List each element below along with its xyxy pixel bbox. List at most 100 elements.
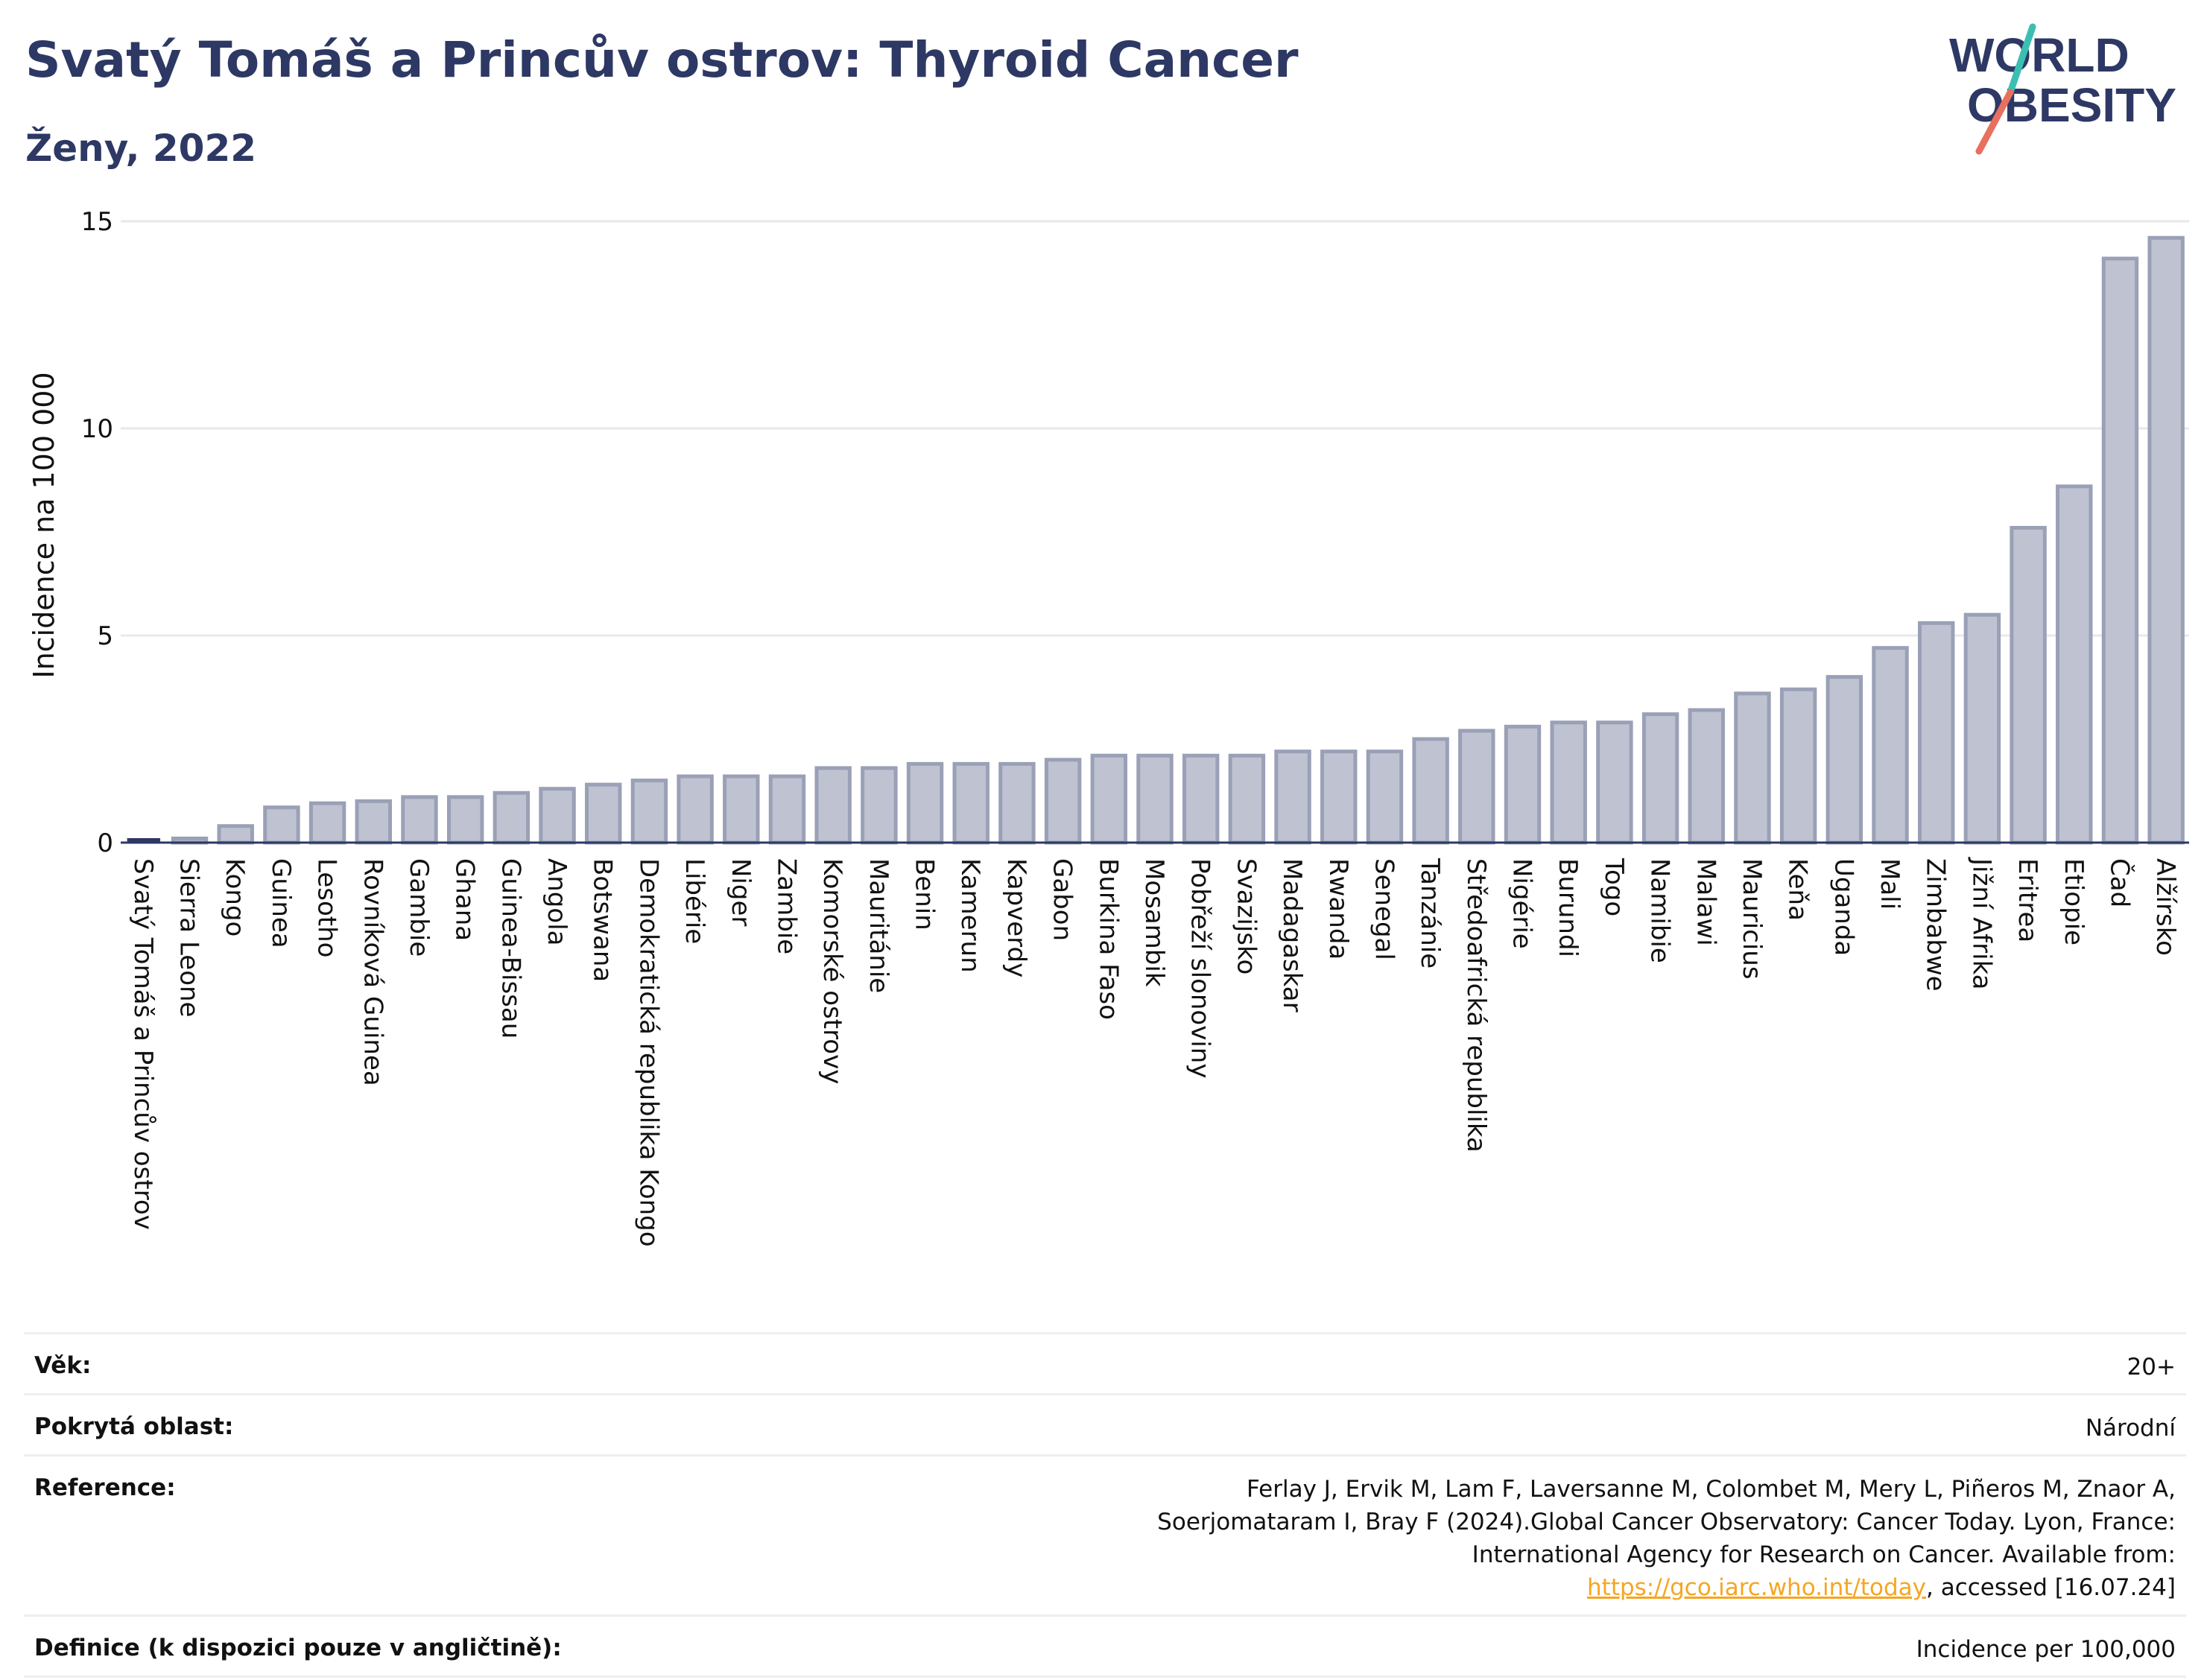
bar bbox=[1136, 753, 1174, 845]
bar bbox=[1641, 712, 1679, 845]
bar bbox=[2147, 235, 2185, 845]
x-tick-label: Nigérie bbox=[1507, 858, 1537, 949]
gridlines bbox=[121, 220, 2189, 637]
reference-value: Ferlay J, Ervik M, Lam F, Laversanne M, … bbox=[571, 1454, 2186, 1616]
info-table: Věk: 20+ Pokrytá oblast: Národní Referen… bbox=[24, 1332, 2186, 1678]
x-tick-label: Zambie bbox=[771, 858, 801, 954]
x-tick-label: Mauritánie bbox=[864, 858, 893, 993]
bar bbox=[768, 774, 806, 845]
x-tick-label: Mauricius bbox=[1737, 858, 1767, 980]
bar bbox=[127, 838, 161, 843]
bar bbox=[446, 795, 484, 845]
reference-link[interactable]: https://gco.iarc.who.int/today bbox=[1587, 1574, 1926, 1601]
x-tick-label: Pobřeží slonoviny bbox=[1185, 858, 1215, 1078]
y-tick-label: 10 bbox=[81, 414, 113, 444]
bar bbox=[677, 774, 714, 845]
world-obesity-logo: WORLD OBESITY bbox=[1949, 23, 2176, 155]
x-tick-label: Ghana bbox=[450, 858, 480, 941]
info-row-definition: Definice (k dispozici pouze v angličtině… bbox=[24, 1614, 2186, 1678]
bar bbox=[1872, 646, 1909, 845]
x-tick-label: Madagaskar bbox=[1277, 858, 1307, 1012]
x-tick-label: Namibie bbox=[1645, 858, 1675, 963]
bar bbox=[1044, 758, 1082, 845]
y-tick-label: 15 bbox=[81, 207, 113, 237]
y-axis-label: Incidence na 100 000 bbox=[28, 372, 60, 678]
x-tick-label: Burkina Faso bbox=[1093, 858, 1123, 1020]
x-tick-label: Rovníková Guinea bbox=[358, 858, 387, 1086]
x-tick-labels: Svatý Tomáš a Princův ostrov Sierra Leone… bbox=[128, 857, 2180, 1247]
bar bbox=[1963, 612, 2001, 845]
chart-subtitle: Ženy, 2022 bbox=[25, 127, 257, 170]
bar bbox=[2056, 484, 2093, 845]
bar bbox=[1779, 687, 1817, 845]
bar bbox=[493, 790, 531, 845]
age-value: 20+ bbox=[571, 1332, 2186, 1395]
coverage-label: Pokrytá oblast: bbox=[24, 1393, 572, 1456]
bar bbox=[539, 787, 576, 845]
bar bbox=[1320, 749, 1358, 845]
x-tick-label: Burundi bbox=[1553, 858, 1583, 957]
bar bbox=[814, 766, 852, 845]
bar bbox=[1458, 729, 1495, 845]
y-tick-label: 5 bbox=[97, 621, 113, 651]
bar bbox=[1596, 720, 1633, 845]
bar bbox=[1550, 720, 1587, 845]
reference-text: Ferlay J, Ervik M, Lam F, Laversanne M, … bbox=[1157, 1476, 2176, 1568]
bar bbox=[1366, 749, 1404, 845]
chart-title: Svatý Tomáš a Princův ostrov: Thyroid Ca… bbox=[25, 31, 1299, 89]
bar bbox=[1734, 691, 1771, 845]
definition-value: Incidence per 100,000 bbox=[571, 1614, 2186, 1678]
bars bbox=[127, 235, 2185, 845]
bar bbox=[263, 805, 300, 845]
bar bbox=[1918, 621, 1955, 845]
x-tick-label: Středoafrická republika bbox=[1461, 858, 1491, 1153]
x-tick-label: Sierra Leone bbox=[174, 858, 204, 1017]
x-tick-label: Tanzánie bbox=[1415, 858, 1445, 969]
bar bbox=[355, 799, 392, 845]
bar bbox=[1825, 675, 1863, 845]
y-tick-label: 0 bbox=[97, 828, 113, 858]
bar bbox=[998, 761, 1036, 845]
x-tick-label: Etiopie bbox=[2059, 858, 2089, 945]
x-tick-label: Mali bbox=[1875, 858, 1904, 910]
bar bbox=[906, 761, 944, 845]
x-tick-label: Malawi bbox=[1691, 858, 1720, 946]
x-tick-label: Svatý Tomáš a Princův ostrov bbox=[128, 858, 158, 1230]
bar bbox=[308, 801, 346, 845]
bar bbox=[217, 824, 254, 845]
bar bbox=[1412, 737, 1449, 845]
bar bbox=[723, 774, 760, 845]
x-tick-label: Alžírsko bbox=[2150, 858, 2180, 956]
bar bbox=[952, 761, 989, 845]
x-tick-label: Zimbabwe bbox=[1921, 858, 1951, 992]
info-row-age: Věk: 20+ bbox=[24, 1332, 2186, 1395]
bar bbox=[861, 766, 898, 845]
x-tick-label: Guinea bbox=[266, 858, 296, 948]
x-tick-label: Demokratická republika Kongo bbox=[633, 858, 663, 1247]
x-tick-label: Eritrea bbox=[2013, 858, 2042, 942]
x-tick-label: Mosambik bbox=[1139, 858, 1169, 987]
bar bbox=[2010, 525, 2047, 845]
coverage-value: Národní bbox=[571, 1393, 2186, 1456]
bar bbox=[585, 782, 622, 845]
x-tick-label: Senegal bbox=[1369, 858, 1399, 960]
x-tick-label: Angola bbox=[542, 858, 571, 945]
bar bbox=[401, 795, 438, 845]
logo-slash-coral bbox=[1975, 89, 2014, 155]
x-tick-label: Guinea-Bissau bbox=[495, 858, 525, 1039]
x-tick-label: Čad bbox=[2104, 858, 2135, 907]
bar bbox=[1688, 708, 1725, 845]
x-tick-label: Kapverdy bbox=[1001, 858, 1031, 977]
x-tick-label: Togo bbox=[1599, 858, 1629, 916]
x-tick-label: Gambie bbox=[404, 858, 434, 957]
reference-label: Reference: bbox=[24, 1454, 572, 1616]
y-tick-labels: 0 5 10 15 bbox=[81, 207, 113, 858]
x-tick-label: Niger bbox=[726, 858, 756, 926]
bar-chart: 0 5 10 15 Svatý Tomáš a Princův ostrov Sierr… bbox=[28, 207, 2189, 1247]
bar bbox=[1504, 724, 1542, 845]
x-tick-label: Komorské ostrovy bbox=[817, 858, 847, 1084]
info-row-reference: Reference: Ferlay J, Ervik M, Lam F, Lav… bbox=[24, 1454, 2186, 1616]
reference-suffix: , accessed [16.07.24] bbox=[1925, 1574, 2176, 1601]
bar bbox=[1090, 753, 1128, 845]
age-label: Věk: bbox=[24, 1332, 572, 1395]
